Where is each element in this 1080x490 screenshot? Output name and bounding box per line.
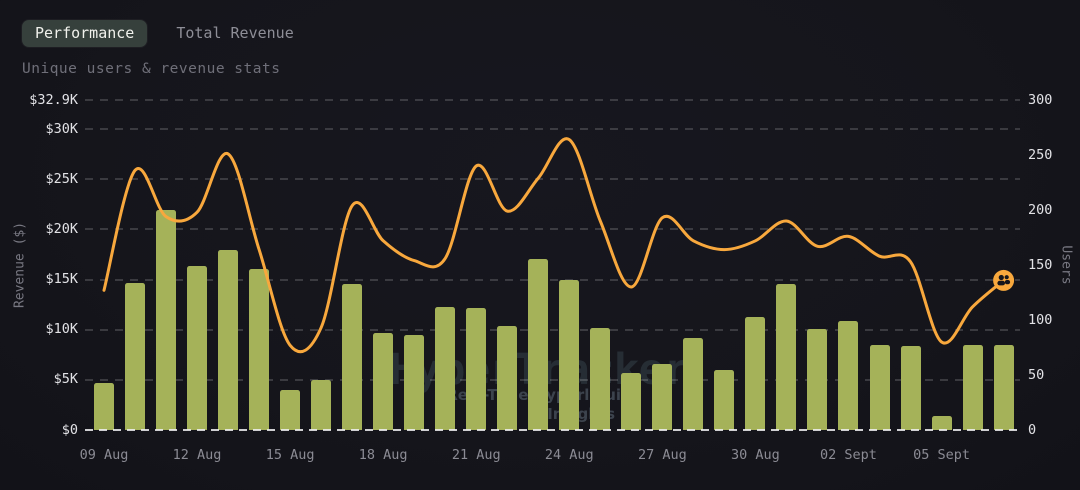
plot-area: HyperTracker Real-Time Hyperliquid Insig… [85, 99, 1020, 431]
revenue-bar[interactable] [931, 415, 952, 430]
revenue-bar[interactable] [993, 344, 1014, 430]
revenue-bar[interactable] [187, 265, 208, 430]
x-tick-label: 02 Sept [820, 447, 877, 463]
users-tick-label: 100 [1028, 311, 1053, 328]
x-tick-label: 15 Aug [265, 447, 315, 463]
users-tick-label: 300 [1028, 91, 1053, 108]
x-tick-label: 12 Aug [172, 447, 222, 463]
revenue-bar[interactable] [125, 282, 146, 430]
revenue-bar[interactable] [714, 369, 735, 430]
revenue-bar[interactable] [590, 327, 611, 430]
revenue-bar[interactable] [652, 363, 673, 430]
users-tick-label: 50 [1028, 366, 1045, 383]
revenue-tick-label: $20K [45, 220, 78, 237]
revenue-bar[interactable] [745, 316, 766, 430]
revenue-bar[interactable] [838, 320, 859, 430]
x-tick-label: 27 Aug [637, 447, 687, 463]
revenue-bar[interactable] [218, 250, 239, 430]
x-axis-baseline [85, 429, 1020, 431]
revenue-tick-label: $15K [45, 271, 78, 288]
revenue-tick-label: $5K [53, 371, 78, 388]
users-tick-label: 250 [1028, 146, 1053, 163]
revenue-tick-label: $25K [45, 170, 78, 187]
revenue-bar[interactable] [404, 334, 425, 430]
x-tick-label: 21 Aug [451, 447, 501, 463]
revenue-bar[interactable] [683, 337, 704, 430]
users-tick-label: 0 [1028, 421, 1037, 438]
revenue-bar[interactable] [869, 344, 890, 430]
revenue-bar[interactable] [528, 259, 549, 430]
tab-total-revenue[interactable]: Total Revenue [163, 20, 306, 47]
revenue-bar[interactable] [621, 372, 642, 430]
revenue-bar[interactable] [559, 279, 580, 430]
revenue-bar[interactable] [900, 345, 921, 430]
revenue-bar[interactable] [373, 332, 394, 430]
revenue-bar[interactable] [249, 268, 270, 430]
revenue-bar[interactable] [342, 283, 363, 430]
x-tick-label: 24 Aug [544, 447, 594, 463]
revenue-bar[interactable] [466, 307, 487, 430]
gridline [85, 178, 1020, 181]
revenue-bar[interactable] [311, 379, 332, 430]
x-tick-label: 09 Aug [79, 447, 129, 463]
users-tick-label: 150 [1028, 256, 1053, 273]
users-tick-label: 200 [1028, 201, 1053, 218]
x-tick-label: 05 Sept [913, 447, 970, 463]
revenue-tick-label: $30K [45, 120, 78, 137]
x-tick-label: 18 Aug [358, 447, 408, 463]
gridline [85, 228, 1020, 231]
gridline [85, 99, 1020, 101]
revenue-bar[interactable] [807, 328, 828, 430]
revenue-bar[interactable] [280, 389, 301, 430]
revenue-tick-label: $32.9K [29, 91, 78, 108]
revenue-bar[interactable] [94, 382, 114, 430]
revenue-bar[interactable] [962, 344, 983, 430]
revenue-bar[interactable] [497, 325, 518, 430]
revenue-bar[interactable] [776, 283, 797, 430]
revenue-tick-label: $10K [45, 321, 78, 338]
gridline [85, 378, 1020, 381]
revenue-bar[interactable] [435, 306, 456, 430]
tab-performance[interactable]: Performance [22, 20, 148, 47]
users-axis-title: Users [1058, 245, 1074, 285]
x-tick-label: 30 Aug [731, 447, 780, 463]
chart-subtitle: Unique users & revenue stats [22, 61, 281, 77]
gridline [85, 128, 1020, 131]
revenue-tick-label: $0 [61, 421, 78, 438]
revenue-bar[interactable] [156, 210, 177, 430]
tab-bar: Performance Total Revenue [22, 20, 307, 47]
